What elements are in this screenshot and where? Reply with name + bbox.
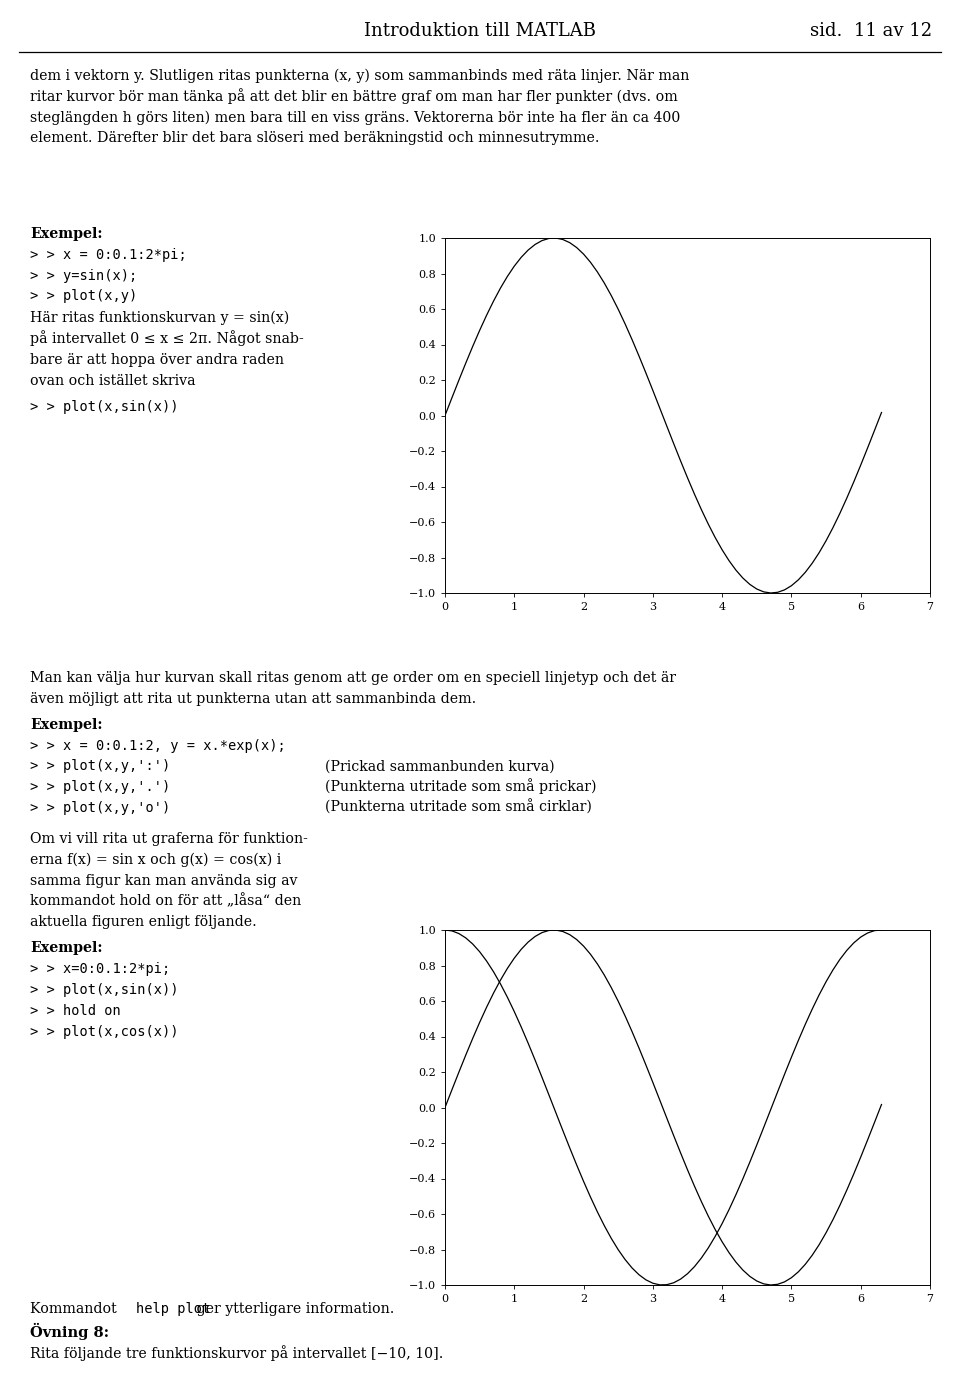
Text: Introduktion till MATLAB: Introduktion till MATLAB [364,22,596,41]
Text: ritar kurvor bör man tänka på att det blir en bättre graf om man har fler punkte: ritar kurvor bör man tänka på att det bl… [30,88,678,103]
Text: > > plot(x,sin(x)): > > plot(x,sin(x)) [30,400,179,414]
Text: Rita följande tre funktionskurvor på intervallet [−10, 10].: Rita följande tre funktionskurvor på int… [30,1345,444,1360]
Text: > > hold on: > > hold on [30,1004,121,1018]
Text: erna f(x) = sin x och g(x) = cos(x) i: erna f(x) = sin x och g(x) = cos(x) i [30,853,281,867]
Text: på intervallet 0 ≤ x ≤ 2π. Något snab-: på intervallet 0 ≤ x ≤ 2π. Något snab- [30,330,303,347]
Text: samma figur kan man använda sig av: samma figur kan man använda sig av [30,874,298,888]
Text: dem i vektorn y. Slutligen ritas punkterna (x, y) som sammanbinds med räta linje: dem i vektorn y. Slutligen ritas punkter… [30,69,689,82]
Text: > > plot(x,y): > > plot(x,y) [30,289,137,303]
Text: bare är att hoppa över andra raden: bare är att hoppa över andra raden [30,352,284,366]
Text: > > plot(x,y,'.'): > > plot(x,y,'.') [30,780,170,794]
Text: sid.  11 av 12: sid. 11 av 12 [810,22,932,41]
Text: > > plot(x,cos(x)): > > plot(x,cos(x)) [30,1025,179,1039]
Text: > > x = 0:0.1:2, y = x.*exp(x);: > > x = 0:0.1:2, y = x.*exp(x); [30,738,286,752]
Text: Här ritas funktionskurvan y = sin(x): Här ritas funktionskurvan y = sin(x) [30,310,289,326]
Text: aktuella figuren enligt följande.: aktuella figuren enligt följande. [30,916,256,930]
Text: > > x=0:0.1:2*pi;: > > x=0:0.1:2*pi; [30,962,170,976]
Text: (Punkterna utritade som små prickar): (Punkterna utritade som små prickar) [325,779,596,794]
Text: steglängden h görs liten) men bara till en viss gräns. Vektorerna bör inte ha fl: steglängden h görs liten) men bara till … [30,110,681,124]
Text: > > plot(x,y,':'): > > plot(x,y,':') [30,759,170,773]
Text: > > plot(x,y,'o'): > > plot(x,y,'o') [30,801,170,815]
Text: Om vi vill rita ut graferna för funktion-: Om vi vill rita ut graferna för funktion… [30,832,308,846]
Text: Kommandot: Kommandot [30,1302,121,1316]
Text: (Prickad sammanbunden kurva): (Prickad sammanbunden kurva) [325,759,555,773]
Text: > > plot(x,sin(x)): > > plot(x,sin(x)) [30,983,179,997]
Text: Exempel:: Exempel: [30,941,103,955]
Text: kommandot hold on för att „låsa“ den: kommandot hold on för att „låsa“ den [30,895,301,909]
Text: > > y=sin(x);: > > y=sin(x); [30,268,137,282]
Text: help plot: help plot [136,1302,210,1316]
Text: Övning 8:: Övning 8: [30,1323,109,1339]
Text: ovan och istället skriva: ovan och istället skriva [30,373,196,387]
Text: Exempel:: Exempel: [30,717,103,731]
Text: element. Därefter blir det bara slöseri med beräkningstid och minnesutrymme.: element. Därefter blir det bara slöseri … [30,131,599,145]
Text: > > x = 0:0.1:2*pi;: > > x = 0:0.1:2*pi; [30,247,187,261]
Text: ger ytterligare information.: ger ytterligare information. [192,1302,395,1316]
Text: Exempel:: Exempel: [30,226,103,240]
Text: (Punkterna utritade som små cirklar): (Punkterna utritade som små cirklar) [325,800,592,815]
Text: även möjligt att rita ut punkterna utan att sammanbinda dem.: även möjligt att rita ut punkterna utan … [30,692,476,706]
Text: Man kan välja hur kurvan skall ritas genom att ge order om en speciell linjetyp : Man kan välja hur kurvan skall ritas gen… [30,671,676,685]
